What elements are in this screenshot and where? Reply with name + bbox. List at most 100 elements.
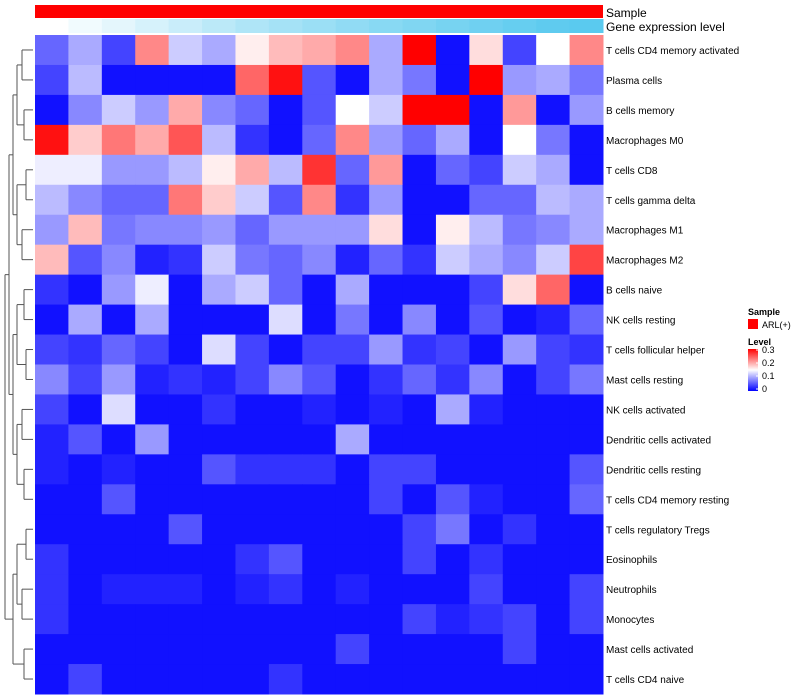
- heatmap-cell: [135, 604, 170, 635]
- heatmap-cell: [569, 184, 604, 216]
- heatmap-cell: [68, 304, 103, 336]
- heatmap-cell: [369, 124, 404, 156]
- legend-sample-swatch: [748, 319, 758, 329]
- heatmap-cell: [268, 244, 303, 276]
- heatmap-cell: [435, 484, 470, 515]
- heatmap-cell: [469, 274, 504, 306]
- heatmap-cell: [101, 424, 136, 455]
- heatmap-cell: [68, 424, 103, 455]
- heatmap-cell: [435, 394, 470, 425]
- heatmap-cell: [369, 35, 404, 66]
- heatmap-cell: [135, 424, 170, 455]
- heatmap-cell: [68, 454, 103, 485]
- heatmap-cell: [35, 274, 69, 306]
- heatmap-cell: [35, 454, 69, 485]
- heatmap-cell: [235, 154, 270, 186]
- heatmap-cell: [502, 184, 537, 216]
- heatmap-cell: [335, 424, 370, 455]
- heatmap-cell: [168, 574, 203, 605]
- heatmap-cell: [335, 274, 370, 306]
- heatmap-cell: [302, 394, 337, 425]
- heatmap-cell: [369, 154, 404, 186]
- heatmap-cell: [369, 304, 404, 336]
- heatmap-cell: [202, 484, 236, 515]
- heatmap-cell: [402, 424, 437, 455]
- heatmap-cell: [469, 214, 504, 246]
- heatmap-cell: [469, 154, 504, 186]
- heatmap-cell: [435, 274, 470, 306]
- row-dendrogram: [4, 49, 33, 680]
- heatmap-cell: [35, 634, 69, 665]
- heatmap-cell: [435, 544, 470, 575]
- heatmap-cell: [35, 334, 69, 365]
- heatmap-cell: [302, 634, 337, 665]
- heatmap-cell: [536, 484, 571, 515]
- heatmap-cell: [502, 364, 537, 395]
- expression-annotation-cell: [35, 19, 69, 33]
- heatmap-cell: [502, 244, 537, 276]
- heatmap-cell: [35, 154, 69, 186]
- heatmap-cell: [569, 154, 604, 186]
- heatmap-cell: [168, 154, 203, 186]
- heatmap-cell: [569, 124, 604, 156]
- heatmap-cell: [268, 514, 303, 545]
- heatmap-cell: [35, 514, 69, 545]
- heatmap-cell: [202, 214, 236, 246]
- heatmap-cell: [302, 244, 337, 276]
- heatmap-cell: [235, 35, 270, 66]
- heatmap-cell: [235, 514, 270, 545]
- heatmap-cell: [202, 574, 236, 605]
- heatmap-cell: [135, 154, 170, 186]
- heatmap-cell: [68, 214, 103, 246]
- heatmap-cell: [168, 604, 203, 635]
- heatmap-cell: [168, 394, 203, 425]
- row-label: T cells CD4 naive: [606, 675, 685, 686]
- heatmap-cell: [235, 244, 270, 276]
- heatmap-cell: [335, 244, 370, 276]
- sample-annotation-bar: [35, 5, 603, 18]
- heatmap-cell: [402, 154, 437, 186]
- heatmap-cell: [536, 94, 571, 126]
- heatmap-cell: [302, 124, 337, 156]
- heatmap-cell: [569, 364, 604, 395]
- heatmap-cell: [369, 394, 404, 425]
- heatmap-cell: [402, 244, 437, 276]
- heatmap-cell: [268, 454, 303, 485]
- heatmap-cell: [536, 35, 571, 66]
- heatmap-cell: [402, 184, 437, 216]
- heatmap-cell: [268, 634, 303, 665]
- heatmap-cell: [101, 304, 136, 336]
- heatmap-cell: [569, 244, 604, 276]
- heatmap-cell: [202, 514, 236, 545]
- row-label: B cells naive: [606, 286, 663, 297]
- heatmap-cell: [135, 334, 170, 365]
- heatmap-cell: [402, 634, 437, 665]
- legend-level-ticks: 0.3 0.2 0.1 0: [756, 345, 775, 394]
- heatmap-cell: [335, 124, 370, 156]
- heatmap-cell: [502, 334, 537, 365]
- heatmap-cell: [335, 394, 370, 425]
- heatmap-cell: [502, 64, 537, 96]
- heatmap-cell: [435, 94, 470, 126]
- heatmap-cell: [135, 214, 170, 246]
- heatmap-cell: [335, 634, 370, 665]
- heatmap-cell: [235, 274, 270, 306]
- heatmap-cell: [135, 394, 170, 425]
- heatmap-cell: [536, 364, 571, 395]
- heatmap-cell: [202, 664, 236, 695]
- heatmap-cell: [335, 454, 370, 485]
- heatmap-cell: [536, 664, 571, 695]
- heatmap-cell: [469, 604, 504, 635]
- heatmap-cell: [268, 664, 303, 695]
- legend-level-title: Level: [748, 337, 771, 347]
- heatmap-cell: [335, 574, 370, 605]
- heatmap-cell: [168, 664, 203, 695]
- row-label: Mast cells activated: [606, 645, 693, 656]
- expression-annotation-cell: [469, 19, 504, 33]
- heatmap-cell: [235, 664, 270, 695]
- heatmap-cell: [302, 574, 337, 605]
- heatmap-cell: [68, 94, 103, 126]
- heatmap-cell: [536, 244, 571, 276]
- heatmap-cell: [302, 664, 337, 695]
- heatmap-cell: [302, 484, 337, 515]
